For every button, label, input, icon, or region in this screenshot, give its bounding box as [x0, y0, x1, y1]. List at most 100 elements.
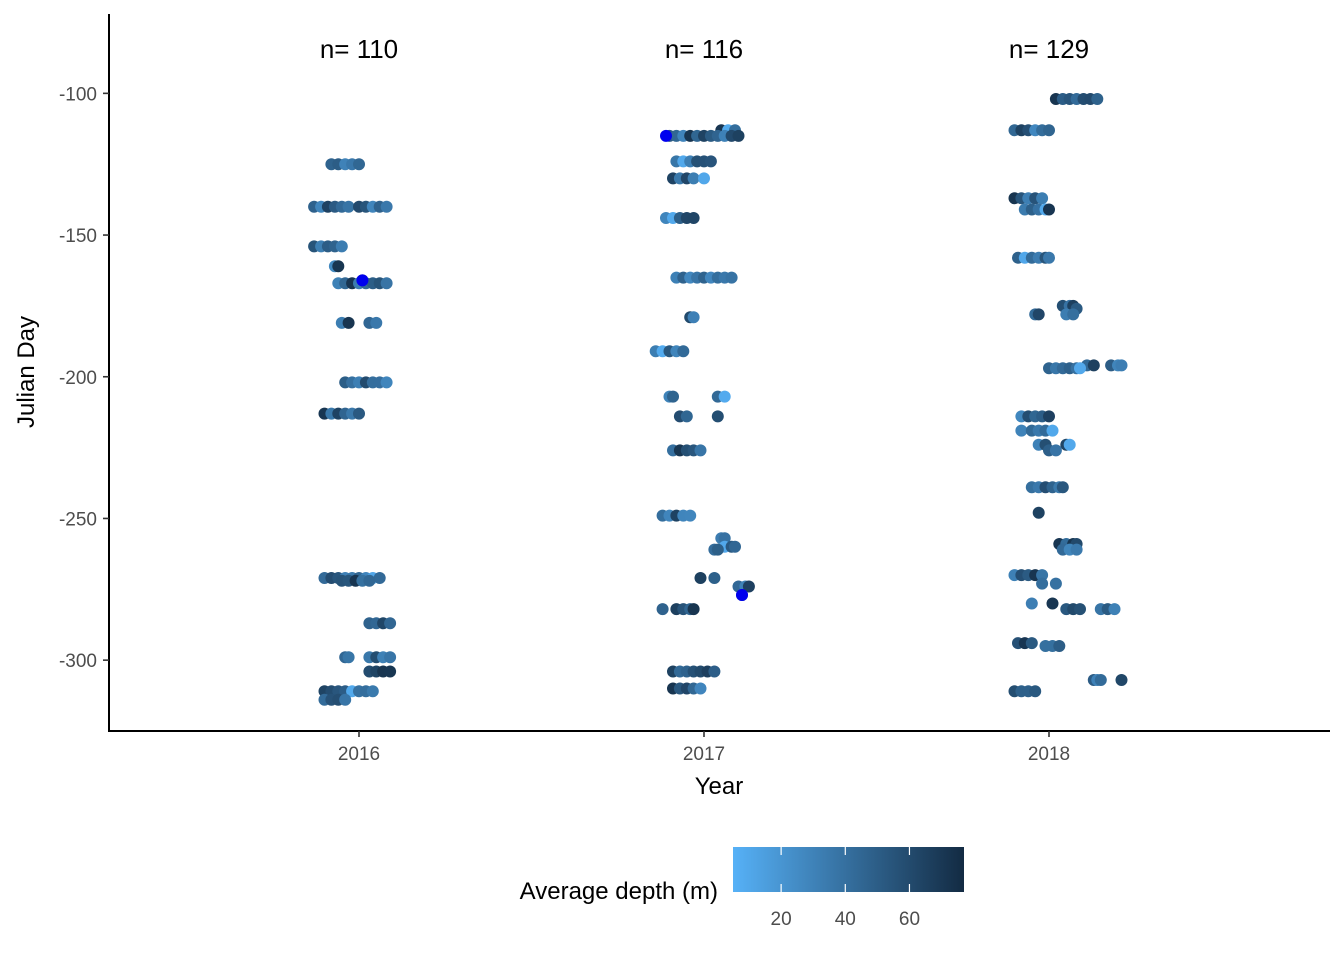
data-point [718, 532, 731, 545]
data-points [308, 93, 1128, 706]
data-point [1043, 203, 1055, 216]
data-point [708, 572, 721, 584]
data-point [342, 651, 355, 664]
data-point [1091, 93, 1104, 105]
data-point [335, 240, 348, 253]
y-axis-title: Julian Day [13, 316, 40, 428]
data-point [687, 212, 700, 224]
data-point [384, 651, 397, 664]
data-point [718, 390, 731, 403]
y-tick-label: -300 [59, 651, 97, 672]
data-point [1046, 424, 1059, 437]
y-tick-label: -150 [59, 226, 97, 247]
data-point [1046, 597, 1059, 610]
data-point [687, 172, 700, 185]
data-point [1108, 603, 1121, 616]
data-point [656, 603, 669, 616]
data-point [1094, 674, 1107, 686]
data-point [370, 316, 383, 329]
data-point [687, 311, 700, 324]
data-point [1043, 251, 1055, 264]
data-point [684, 509, 697, 522]
data-point [725, 271, 738, 284]
legend-tick-label: 60 [899, 909, 920, 930]
data-point [363, 574, 376, 587]
sample-size-annotations: n= 110 n= 116 n= 129 [320, 34, 1089, 64]
legend-ticks: 20 40 60 [771, 847, 920, 930]
data-point [380, 277, 393, 290]
x-tick-label: 2017 [683, 744, 725, 765]
data-point [708, 665, 721, 678]
data-point [694, 682, 707, 695]
data-point [667, 390, 679, 403]
data-point [698, 172, 710, 185]
data-point [1043, 124, 1055, 137]
legend-tick-label: 20 [771, 909, 792, 930]
data-point [1025, 637, 1038, 650]
x-axis-ticks: 2016 2017 2018 [338, 731, 1070, 765]
legend-title: Average depth (m) [520, 878, 718, 905]
data-point [694, 572, 707, 584]
data-point [1043, 410, 1055, 423]
data-point [1067, 308, 1080, 321]
y-tick-label: -200 [59, 368, 97, 389]
data-point [1036, 577, 1049, 590]
data-point [384, 617, 397, 630]
data-point [1036, 192, 1049, 205]
y-axis-ticks: -100 -150 -200 -250 -300 [59, 84, 109, 672]
data-point [380, 200, 393, 213]
data-point [353, 158, 365, 171]
data-point [339, 693, 352, 706]
data-point [366, 685, 379, 698]
data-point [342, 316, 355, 329]
data-point [729, 540, 741, 553]
data-point [660, 129, 672, 142]
y-tick-label: -100 [59, 84, 97, 105]
data-point [1015, 424, 1028, 437]
data-point [680, 410, 693, 423]
data-point [1115, 674, 1128, 686]
data-point [356, 274, 369, 287]
legend-tick-label: 40 [835, 909, 856, 930]
y-tick-label: -250 [59, 509, 97, 530]
x-tick-label: 2018 [1028, 744, 1070, 765]
data-point [1032, 308, 1045, 321]
data-point [1049, 444, 1062, 457]
sample-size-label: n= 116 [665, 34, 743, 64]
data-point [380, 376, 393, 389]
data-point [711, 410, 724, 423]
data-point [742, 580, 755, 593]
data-point [1115, 359, 1128, 372]
data-point [1049, 577, 1062, 590]
data-point [1032, 506, 1045, 519]
data-point [732, 129, 745, 142]
data-point [711, 543, 724, 556]
data-point [1063, 438, 1076, 451]
x-axis-title: Year [695, 773, 744, 800]
data-point [1029, 685, 1042, 698]
sample-size-label: n= 110 [320, 34, 398, 64]
data-point [1036, 569, 1049, 582]
sample-size-label: n= 129 [1009, 34, 1089, 64]
data-point [687, 603, 700, 616]
data-point [677, 345, 690, 358]
data-point [736, 589, 748, 601]
data-point [373, 572, 386, 584]
data-point [1025, 597, 1038, 610]
x-tick-label: 2016 [338, 744, 380, 765]
legend-colorbar [733, 847, 964, 892]
data-point [1074, 603, 1086, 616]
data-point [1070, 543, 1083, 556]
data-point [353, 407, 365, 420]
data-point [342, 200, 355, 213]
data-point [1053, 640, 1066, 652]
data-point [704, 155, 717, 168]
data-point [1087, 359, 1100, 372]
data-point [694, 444, 707, 457]
data-point [384, 665, 397, 678]
data-point [1074, 362, 1086, 375]
data-point [1056, 481, 1069, 494]
color-legend: Average depth (m) 20 40 60 [520, 847, 964, 930]
data-point [332, 260, 345, 273]
